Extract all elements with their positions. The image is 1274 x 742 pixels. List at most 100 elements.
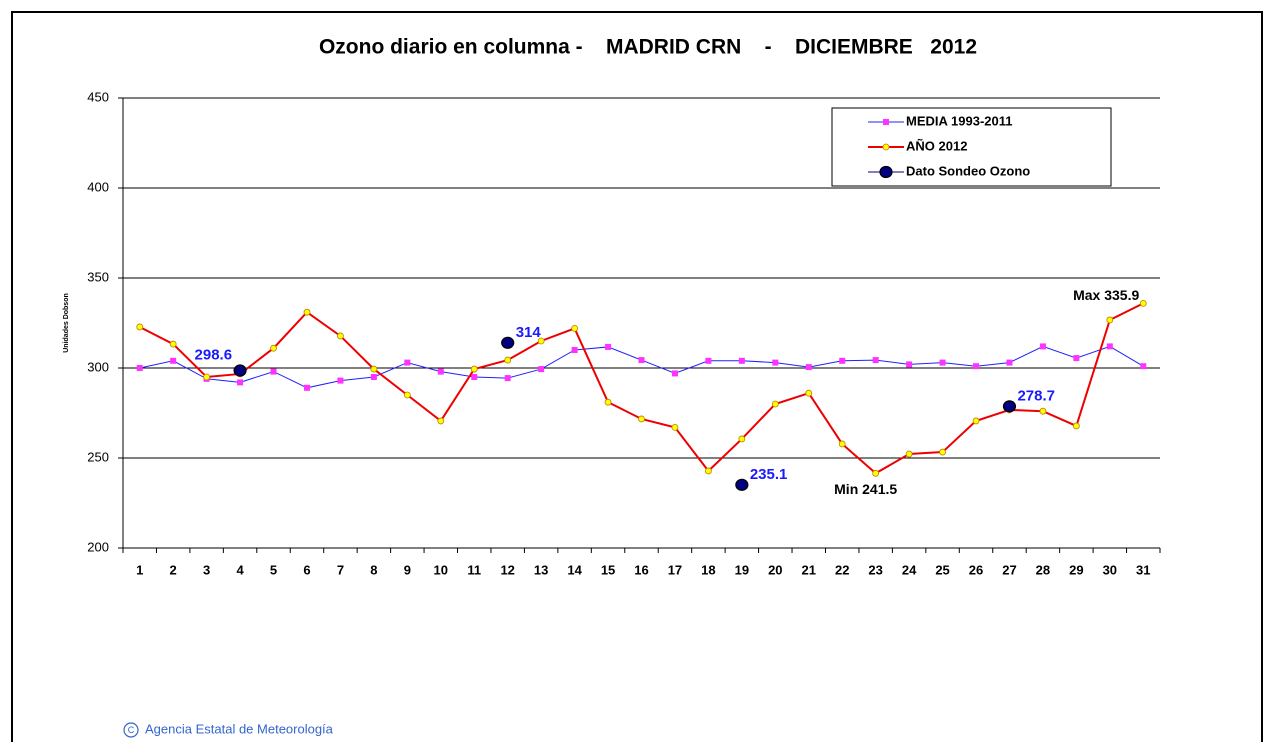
x-tick-label: 23: [868, 562, 882, 577]
point: [1002, 400, 1017, 413]
series-line: [139, 345, 1144, 389]
point: [1073, 355, 1080, 362]
legend-marker: [882, 143, 890, 151]
y-tick-label: 300: [87, 359, 109, 374]
x-tick-label: 16: [634, 562, 648, 577]
legend-marker: [883, 119, 889, 125]
point: [437, 368, 444, 375]
point: [872, 469, 880, 477]
chart-title: Ozono diario en columna - MADRID CRN - D…: [319, 36, 977, 59]
point: [537, 337, 545, 345]
copyright-icon: [123, 722, 139, 738]
y-axis-label: Unidades Dobson: [63, 293, 70, 353]
point: [1106, 343, 1113, 350]
point: [571, 347, 578, 353]
x-tick-label: 12: [500, 562, 514, 577]
point: [972, 417, 980, 425]
x-tick-label: 18: [701, 562, 715, 577]
point: [838, 440, 846, 448]
point: [1106, 316, 1114, 324]
x-tick-label: 1: [136, 562, 143, 577]
x-tick-label: 20: [768, 562, 782, 577]
y-tick-label: 200: [87, 539, 109, 554]
point: [1140, 363, 1147, 370]
point: [437, 417, 445, 425]
point: [136, 365, 143, 371]
point: [872, 357, 879, 364]
point: [738, 435, 746, 443]
x-tick-label: 5: [270, 562, 277, 577]
point: [1139, 299, 1147, 307]
point: [638, 357, 645, 364]
point: [939, 359, 946, 366]
point: [233, 364, 247, 377]
x-tick-label: 25: [935, 562, 949, 577]
point: [906, 361, 913, 368]
point: [839, 357, 846, 364]
legend-label: AÑO 2012: [906, 138, 967, 153]
x-tick-label: 28: [1036, 562, 1050, 577]
point: [470, 365, 478, 373]
x-tick-label: 27: [1002, 562, 1016, 577]
x-tick-label: 31: [1136, 562, 1150, 577]
point: [170, 357, 177, 364]
x-tick-label: 19: [735, 562, 749, 577]
legend-label: Dato Sondeo Ozono: [906, 163, 1030, 178]
point: [772, 359, 779, 366]
point: [1039, 343, 1046, 350]
footer: Agencia Estatal de Meteorología: [145, 721, 334, 736]
point: [303, 384, 310, 391]
point: [638, 415, 645, 423]
point: [805, 389, 813, 397]
data-label: 314: [516, 324, 542, 341]
point: [404, 359, 411, 366]
y-tick-label: 400: [87, 179, 109, 194]
point: [735, 478, 749, 491]
point: [705, 357, 712, 364]
x-tick-label: 24: [902, 562, 917, 577]
point: [504, 356, 512, 364]
x-tick-label: 6: [303, 562, 310, 577]
point: [136, 323, 144, 331]
annotation: Max 335.9: [1073, 287, 1139, 303]
point: [270, 368, 277, 375]
point: [939, 448, 946, 456]
x-tick-label: 9: [404, 562, 411, 577]
point: [571, 324, 578, 332]
x-tick-label: 26: [969, 562, 983, 577]
x-tick-label: 22: [835, 562, 849, 577]
x-tick-label: 21: [802, 562, 816, 577]
point: [738, 357, 745, 364]
y-tick-label: 450: [87, 89, 109, 104]
series-line: [139, 302, 1144, 475]
point: [501, 336, 515, 349]
x-tick-label: 10: [434, 562, 448, 577]
x-tick-label: 3: [203, 562, 210, 577]
x-tick-label: 15: [601, 562, 615, 577]
copyright-c: C: [128, 725, 135, 735]
point: [538, 366, 545, 373]
x-tick-label: 7: [337, 562, 344, 577]
point: [504, 375, 511, 382]
data-label: 278.7: [1017, 387, 1055, 404]
data-label: 235.1: [750, 466, 788, 483]
point: [1039, 407, 1047, 415]
y-tick-label: 250: [87, 449, 109, 464]
point: [337, 332, 344, 340]
frame: [11, 11, 1263, 742]
x-tick-label: 13: [534, 562, 548, 577]
point: [303, 308, 311, 316]
x-tick-label: 11: [467, 562, 481, 577]
point: [471, 374, 478, 380]
point: [169, 340, 177, 348]
point: [1072, 422, 1080, 430]
legend-marker: [879, 165, 893, 179]
point: [1006, 359, 1013, 366]
point: [270, 344, 277, 352]
x-tick-label: 30: [1103, 562, 1117, 577]
point: [605, 343, 612, 350]
x-tick-label: 4: [236, 562, 244, 577]
legend-label: MEDIA 1993-2011: [906, 113, 1012, 128]
x-tick-label: 2: [170, 562, 177, 577]
point: [973, 363, 980, 370]
